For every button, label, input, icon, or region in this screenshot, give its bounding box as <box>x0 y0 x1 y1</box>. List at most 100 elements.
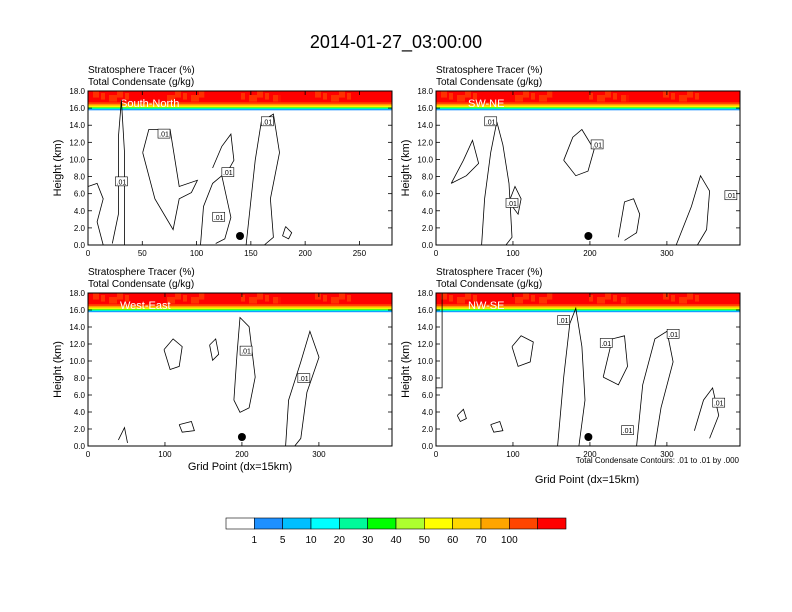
tracer-texture <box>732 95 737 102</box>
panel-label: South-North <box>120 98 179 110</box>
tracer-texture <box>236 295 243 302</box>
tracer-texture <box>642 93 649 100</box>
contour-label: .01 <box>486 119 496 126</box>
colorbar-swatch <box>452 517 482 530</box>
plot-frame <box>87 90 393 246</box>
condensate-contour <box>245 113 280 246</box>
contour-label: .01 <box>159 132 169 139</box>
panel-label: NW-SE <box>468 300 504 312</box>
condensate-contour <box>694 386 720 439</box>
tracer-texture <box>650 297 655 304</box>
contour-label-box <box>712 397 726 408</box>
x-tick-label: 100 <box>506 249 520 258</box>
contour-label: .01 <box>726 193 736 200</box>
tracer-texture <box>547 293 553 300</box>
contour-label-box <box>724 190 738 201</box>
y-tick-label: 8.0 <box>74 374 86 383</box>
tracer-texture <box>212 295 219 302</box>
contour-label-box <box>484 116 498 127</box>
tracer-texture <box>310 293 313 300</box>
tracer-texture <box>257 293 263 300</box>
contour-label-box <box>115 176 128 187</box>
y-tick-label: 2.0 <box>74 224 86 233</box>
contour-label: .01 <box>262 119 272 126</box>
tracer-texture <box>384 95 389 102</box>
y-tick-label: 0.0 <box>422 241 434 250</box>
tracer-texture <box>671 93 675 100</box>
condensate-contour <box>209 338 220 362</box>
tracer-texture <box>478 295 485 302</box>
x-tick-label: 100 <box>190 249 204 258</box>
tracer-texture <box>331 95 339 102</box>
x-tick-label: 150 <box>244 249 258 258</box>
y-tick-label: 0.0 <box>74 241 86 250</box>
y-tick-label: 14.0 <box>69 121 85 130</box>
tracer-texture <box>109 297 117 304</box>
tracer-texture <box>125 295 129 302</box>
location-marker <box>237 433 246 441</box>
panel-label: SW-NE <box>468 98 504 110</box>
tracer-texture <box>658 91 661 98</box>
panel-subtitle-condensate: Total Condensate (g/kg) <box>436 279 542 290</box>
x-axis-label: Grid Point (dx=15km) <box>188 461 292 473</box>
tracer-texture <box>621 95 629 102</box>
condensate-contour <box>450 139 480 184</box>
panel-south-north: Stratosphere Tracer (%)Total Condensate … <box>52 65 393 258</box>
panel-label: West-East <box>120 300 171 312</box>
tracer-texture <box>589 295 593 302</box>
contour-label-box <box>297 373 311 383</box>
condensate-contour <box>481 121 513 246</box>
y-tick-label: 10.0 <box>417 155 433 164</box>
tracer-texture <box>88 293 91 300</box>
tracer-texture <box>212 93 219 100</box>
tracer-band <box>88 106 392 109</box>
colorbar-swatch <box>395 517 425 530</box>
contour-label: .01 <box>623 428 633 435</box>
x-tick-label: 200 <box>583 450 597 459</box>
tracer-texture <box>457 297 465 304</box>
colorbar-swatch <box>480 517 510 530</box>
tracer-texture <box>523 91 529 98</box>
contour-label-box <box>505 198 519 208</box>
tracer-texture <box>695 93 699 100</box>
colorbar-label: 60 <box>447 535 459 546</box>
y-tick-label: 0.0 <box>74 442 86 451</box>
x-tick-label: 250 <box>353 249 367 258</box>
tracer-texture <box>568 95 573 102</box>
y-tick-label: 14.0 <box>69 323 85 332</box>
tracer-texture <box>510 95 515 102</box>
y-tick-label: 6.0 <box>74 391 86 400</box>
tracer-texture <box>117 293 123 300</box>
tracer-texture <box>457 95 465 102</box>
tracer-texture <box>101 93 105 100</box>
tracer-texture <box>679 95 687 102</box>
tracer-band <box>436 307 740 309</box>
tracer-band <box>436 311 740 313</box>
tracer-texture <box>191 95 199 102</box>
y-tick-label: 10.0 <box>69 155 85 164</box>
y-tick-label: 2.0 <box>422 224 434 233</box>
tracer-band <box>436 309 740 311</box>
tracer-texture <box>138 95 143 102</box>
tracer-band <box>436 107 740 109</box>
y-tick-label: 8.0 <box>422 374 434 383</box>
tracer-texture <box>539 297 547 304</box>
tracer-band <box>436 104 740 106</box>
tracer-texture <box>376 93 383 100</box>
tracer-texture <box>449 93 453 100</box>
tracer-texture <box>449 295 453 302</box>
y-tick-label: 18.0 <box>69 87 85 96</box>
condensate-contour <box>511 335 534 367</box>
y-tick-label: 6.0 <box>74 190 86 199</box>
y-tick-label: 16.0 <box>417 104 433 113</box>
contour-label-box <box>557 315 570 325</box>
y-tick-label: 12.0 <box>69 138 85 147</box>
contour-label: .01 <box>592 142 602 149</box>
tracer-band <box>436 310 740 312</box>
tracer-texture <box>273 95 281 102</box>
tracer-texture <box>315 91 321 98</box>
colorbar-label: 30 <box>362 535 374 546</box>
x-tick-label: 300 <box>312 450 326 459</box>
y-tick-label: 16.0 <box>69 306 85 315</box>
condensate-contour <box>163 338 183 371</box>
